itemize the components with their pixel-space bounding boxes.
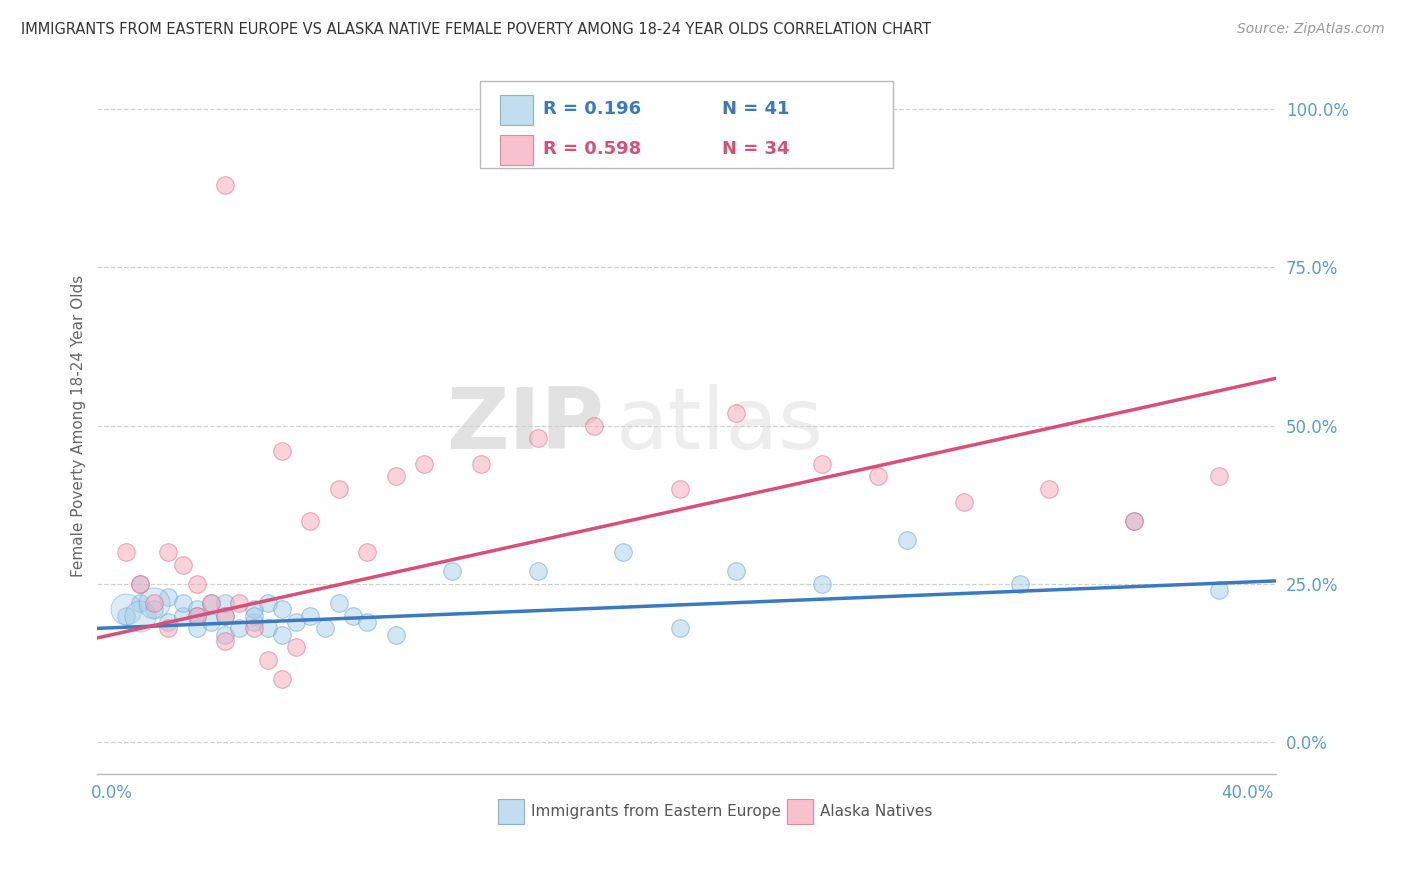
Point: [356, 545, 378, 559]
Point: [242, 608, 264, 623]
Point: [129, 596, 152, 610]
Bar: [787, 799, 813, 824]
Bar: [498, 799, 524, 824]
Point: [612, 545, 634, 559]
Point: [384, 628, 406, 642]
Point: [810, 457, 832, 471]
Point: [157, 615, 180, 629]
Point: [129, 577, 152, 591]
Bar: [501, 95, 533, 126]
Text: ZIP: ZIP: [447, 384, 605, 467]
Point: [271, 628, 294, 642]
Bar: [501, 135, 533, 165]
Point: [214, 634, 236, 648]
Point: [186, 621, 208, 635]
Point: [186, 608, 208, 623]
Text: atlas: atlas: [616, 384, 824, 467]
Point: [328, 596, 350, 610]
Text: N = 41: N = 41: [723, 100, 790, 119]
Point: [356, 615, 378, 629]
Text: R = 0.196: R = 0.196: [543, 100, 641, 119]
Point: [299, 514, 322, 528]
Point: [314, 621, 336, 635]
Point: [952, 494, 974, 508]
Text: R = 0.598: R = 0.598: [543, 140, 641, 159]
Point: [668, 482, 690, 496]
Point: [271, 602, 294, 616]
Point: [186, 608, 208, 623]
Point: [129, 577, 152, 591]
Point: [256, 653, 278, 667]
Point: [157, 590, 180, 604]
Point: [256, 596, 278, 610]
Text: Alaska Natives: Alaska Natives: [820, 805, 932, 819]
Point: [342, 608, 364, 623]
Text: Source: ZipAtlas.com: Source: ZipAtlas.com: [1237, 22, 1385, 37]
Point: [1208, 469, 1230, 483]
Point: [157, 621, 180, 635]
Point: [1123, 514, 1146, 528]
Point: [114, 602, 136, 616]
Point: [214, 608, 236, 623]
Point: [200, 615, 222, 629]
Point: [1038, 482, 1060, 496]
Point: [271, 672, 294, 686]
Point: [470, 457, 492, 471]
Point: [1208, 583, 1230, 598]
Point: [143, 596, 166, 610]
Point: [328, 482, 350, 496]
Point: [725, 406, 748, 420]
Point: [668, 621, 690, 635]
Point: [441, 565, 464, 579]
Point: [172, 558, 194, 572]
Point: [725, 565, 748, 579]
Point: [228, 596, 250, 610]
Point: [172, 596, 194, 610]
Point: [384, 469, 406, 483]
Point: [200, 596, 222, 610]
Point: [242, 621, 264, 635]
Point: [1123, 514, 1146, 528]
Point: [271, 444, 294, 458]
Point: [214, 608, 236, 623]
Point: [242, 615, 264, 629]
Point: [157, 545, 180, 559]
Point: [172, 608, 194, 623]
Point: [186, 602, 208, 616]
Point: [413, 457, 436, 471]
Point: [256, 621, 278, 635]
Point: [143, 596, 166, 610]
Point: [200, 596, 222, 610]
Point: [583, 418, 606, 433]
Point: [186, 577, 208, 591]
Point: [214, 178, 236, 193]
Point: [868, 469, 890, 483]
Point: [228, 621, 250, 635]
Point: [285, 640, 308, 655]
Point: [114, 608, 136, 623]
Point: [285, 615, 308, 629]
Point: [299, 608, 322, 623]
Point: [242, 602, 264, 616]
Text: N = 34: N = 34: [723, 140, 790, 159]
Point: [896, 533, 918, 547]
Point: [143, 602, 166, 616]
Point: [129, 608, 152, 623]
Point: [214, 628, 236, 642]
Point: [114, 545, 136, 559]
Point: [214, 596, 236, 610]
Text: IMMIGRANTS FROM EASTERN EUROPE VS ALASKA NATIVE FEMALE POVERTY AMONG 18-24 YEAR : IMMIGRANTS FROM EASTERN EUROPE VS ALASKA…: [21, 22, 931, 37]
Text: Immigrants from Eastern Europe: Immigrants from Eastern Europe: [531, 805, 782, 819]
Point: [1010, 577, 1032, 591]
Y-axis label: Female Poverty Among 18-24 Year Olds: Female Poverty Among 18-24 Year Olds: [72, 275, 86, 577]
Point: [810, 577, 832, 591]
FancyBboxPatch shape: [481, 81, 893, 168]
Point: [526, 565, 548, 579]
Point: [526, 431, 548, 445]
